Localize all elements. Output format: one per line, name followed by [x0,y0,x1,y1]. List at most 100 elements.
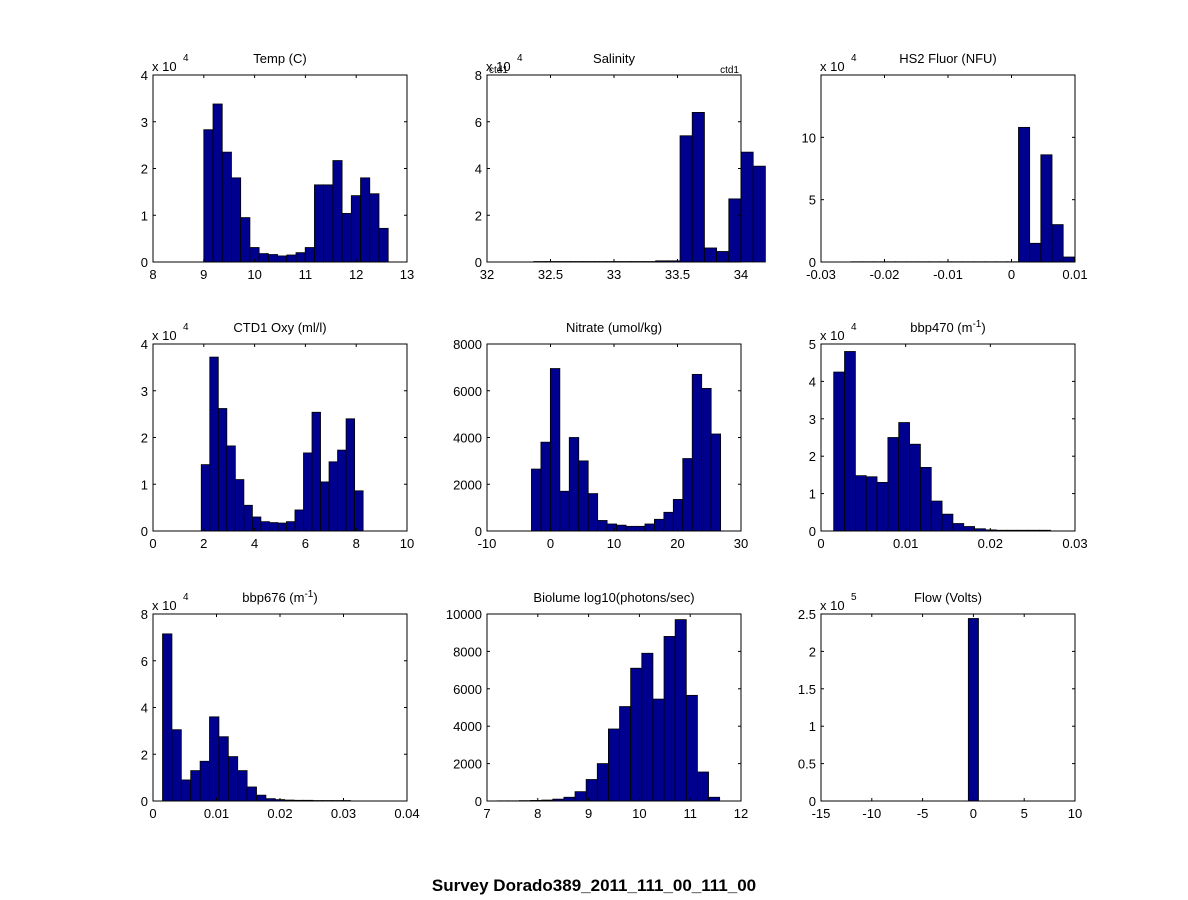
histogram-bar [630,667,643,802]
histogram-bar [369,193,380,263]
histogram-bar [920,467,932,532]
x-tick-label: 12 [349,267,363,282]
histogram-bar [679,135,693,263]
histogram-bar [654,518,665,532]
x-tick-label: -0.01 [933,267,963,282]
x-tick-label: 0.02 [267,806,292,821]
y-exponent-power: 4 [183,322,189,333]
x-tick-label: -0.03 [806,267,836,282]
histogram-bar [1051,224,1064,263]
histogram-bar [578,460,589,532]
panel-title: CTD1 Oxy (ml/l) [233,320,326,335]
histogram-bar [328,461,338,532]
histogram-bar [227,756,239,802]
x-tick-label: 10 [607,536,621,551]
histogram-bar [311,411,321,532]
y-tick-label: 10 [802,130,816,145]
histogram-bar [360,177,371,263]
histogram-bar [303,452,313,532]
histogram-bar [663,511,674,532]
axes-frame [486,613,742,802]
histogram-bar [203,129,214,263]
histogram-bar [616,524,627,532]
histogram-bar [952,523,965,532]
histogram-bar [625,525,636,532]
histogram-bar [251,516,262,532]
y-exponent-label: x 10 [152,598,177,613]
histogram-bar [277,255,288,263]
y-exponent-label: x 10 [820,328,845,343]
panel-title: HS2 Fluor (NFU) [899,51,997,66]
annotation-label: ctd1 [489,65,508,76]
x-tick-label: -10 [862,806,881,821]
x-tick-label: 8 [353,536,360,551]
histogram-bar [237,770,248,802]
histogram-bar [887,437,900,532]
annotation-label: ctd1 [720,65,739,76]
x-tick-label: 13 [400,267,414,282]
histogram-bar [674,619,687,802]
histogram-bar [295,252,306,263]
x-tick-label: 0.03 [1062,536,1087,551]
y-exponent-power: 4 [517,53,523,64]
x-tick-label: -0.02 [870,267,900,282]
histogram-bar [320,481,330,532]
histogram-bar [963,526,975,532]
y-tick-label: 8000 [453,644,482,659]
x-tick-label: 4 [251,536,258,551]
histogram-bar [212,103,223,263]
histogram-bar [337,449,347,532]
histogram-bar [234,479,245,532]
histogram-bar [171,729,182,802]
histogram-bar [314,184,325,263]
histogram-bar [221,151,232,263]
x-tick-label: 12 [734,806,748,821]
x-tick-label: -10 [478,536,497,551]
y-tick-label: 1 [809,719,816,734]
y-tick-label: 2000 [453,477,482,492]
x-tick-label: 0.04 [394,806,419,821]
histogram-bar [531,468,542,532]
axes-frame [820,613,1076,802]
histogram-panel: 0 0.01 0.02 0.03 0 1 2 3 4 5 x 10 4 bbp470 (m-1) [809,319,1088,551]
y-tick-label: 6 [141,654,148,669]
y-exponent-power: 4 [851,322,857,333]
plot-area [821,75,1075,262]
histogram-bar [549,368,561,532]
histogram-bar [354,490,364,532]
histogram-bar [209,356,219,532]
histogram-panel: -0.03 -0.02 -0.01 0 0.01 0 5 10 x 10 4 HS2 Fluor (… [802,51,1088,282]
x-tick-label: 30 [734,536,748,551]
histogram-bar [559,490,570,532]
y-tick-label: 1 [809,487,816,502]
y-tick-label: 0 [141,255,148,270]
y-tick-label: 8 [475,68,482,83]
histogram-bar [568,437,580,532]
y-tick-label: 2 [141,431,148,446]
histogram-bar [304,247,315,263]
y-tick-label: 0 [809,794,816,809]
histogram-bar [218,736,229,802]
histogram-bar [323,184,334,263]
y-tick-label: 5 [809,337,816,352]
x-tick-label: 33 [607,267,621,282]
panel-title: Salinity [593,51,635,66]
histogram-panel: -15 -10 -5 0 5 10 0 0.5 1 1.5 2 2.5 x 10 5 Flow (Volts… [798,590,1082,821]
y-exponent-label: x 10 [820,598,845,613]
histogram-bar [341,212,352,263]
y-exponent-power: 4 [183,53,189,64]
histogram-bar [294,509,304,532]
histogram-bar [240,217,251,263]
y-tick-label: 2000 [453,757,482,772]
y-tick-label: 4 [141,337,148,352]
plot-area [153,614,407,801]
y-tick-label: 0 [475,255,482,270]
x-tick-label: 0.03 [331,806,356,821]
histogram-panel: 0 0.01 0.02 0.03 0.04 0 2 4 6 8 x 10 4 bbp676 (m-1) [141,589,420,821]
x-tick-label: 0.02 [978,536,1003,551]
y-tick-label: 0 [809,524,816,539]
y-tick-label: 0 [475,794,482,809]
x-tick-label: 34 [734,267,748,282]
panel-title: Temp (C) [253,51,306,66]
